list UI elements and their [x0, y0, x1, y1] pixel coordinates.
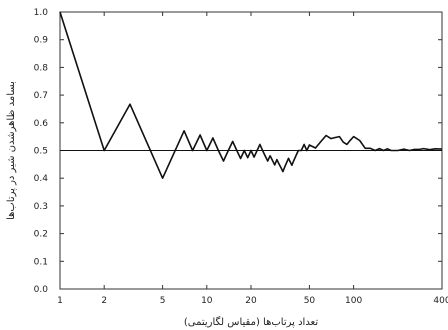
y-tick-label: 0.0	[34, 285, 49, 295]
x-tick-label: 2	[101, 296, 107, 306]
y-tick-label: 0.5	[34, 147, 48, 157]
y-axis-title: بسامد ظاهرشدن شیر در پرتاب‌ها	[6, 81, 17, 220]
x-axis-ticks: 1 2 5 10 20 50 100 400	[57, 12, 448, 306]
y-tick-label: 1.0	[34, 8, 49, 18]
x-tick-label: 5	[160, 296, 166, 306]
y-tick-label: 0.2	[34, 230, 48, 240]
x-tick-label: 400	[433, 296, 448, 306]
series-group	[59, 11, 443, 179]
x-tick-label: 20	[245, 296, 257, 306]
y-tick-label: 0.9	[34, 36, 49, 46]
x-tick-label: 50	[304, 296, 316, 306]
y-tick-label: 0.1	[34, 257, 48, 267]
y-axis-ticks: 0.0 0.1 0.2 0.3 0.4 0.5 0.6 0.7 0.8 0.9 1.0	[34, 8, 442, 295]
x-tick-label: 100	[345, 296, 362, 306]
x-tick-label: 10	[201, 296, 213, 306]
y-tick-label: 0.3	[34, 202, 48, 212]
y-tick-label: 0.7	[34, 91, 48, 101]
y-tick-label: 0.4	[34, 174, 49, 184]
x-axis-title: تعداد پرتاب‌ها (مقیاس لگاریتمی)	[184, 316, 319, 328]
series-line	[59, 11, 443, 179]
x-tick-label: 1	[57, 296, 63, 306]
y-tick-label: 0.6	[34, 119, 49, 129]
y-tick-label: 0.8	[34, 63, 49, 73]
